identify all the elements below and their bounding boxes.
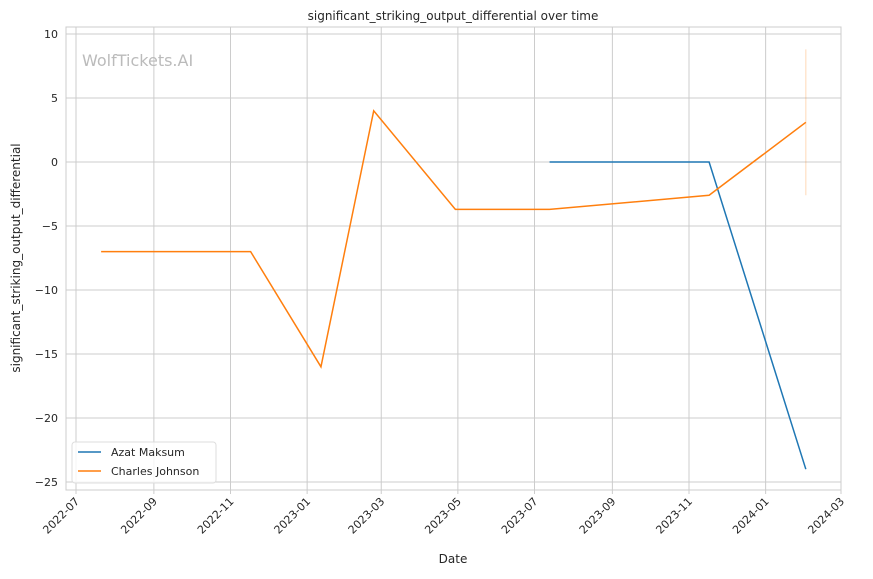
- x-tick-label: 2023-07: [499, 495, 541, 537]
- x-tick-label: 2024-01: [730, 495, 772, 537]
- watermark: WolfTickets.AI: [82, 51, 193, 70]
- legend-box: [71, 441, 217, 484]
- x-tick-label: 2023-09: [577, 495, 619, 537]
- y-axis-label: significant_striking_output_differential: [9, 143, 23, 372]
- y-tick-label: −15: [35, 348, 58, 361]
- y-tick-label: 5: [51, 92, 58, 105]
- legend: Azat Maksum Charles Johnson: [71, 441, 217, 484]
- x-tick-label: 2023-11: [653, 495, 695, 537]
- legend-label: Charles Johnson: [111, 465, 199, 478]
- y-tick-label: 0: [51, 156, 58, 169]
- legend-label: Azat Maksum: [111, 446, 185, 459]
- y-tick-label: 10: [44, 28, 58, 41]
- chart-title: significant_striking_output_differential…: [308, 9, 599, 23]
- series-line-charles-johnson: [101, 109, 807, 369]
- y-tick-label: −5: [42, 220, 58, 233]
- series-line-azat-maksum: [549, 161, 807, 470]
- plot-frame: [65, 26, 842, 491]
- x-tick-label: 2023-05: [422, 495, 464, 537]
- x-tick-label: 2024-03: [805, 495, 847, 537]
- series-lines: [101, 49, 807, 470]
- x-tick-label: 2023-03: [346, 495, 388, 537]
- y-tick-label: −20: [35, 412, 58, 425]
- y-tick-label: −25: [35, 476, 58, 489]
- x-axis-label: Date: [439, 552, 468, 566]
- x-tick-label: 2022-07: [40, 495, 82, 537]
- grid: [66, 27, 842, 490]
- y-tick-label: −10: [35, 284, 58, 297]
- x-tick-label: 2023-01: [272, 495, 314, 537]
- x-tick-label: 2022-09: [118, 495, 160, 537]
- x-tick-label: 2022-11: [195, 495, 237, 537]
